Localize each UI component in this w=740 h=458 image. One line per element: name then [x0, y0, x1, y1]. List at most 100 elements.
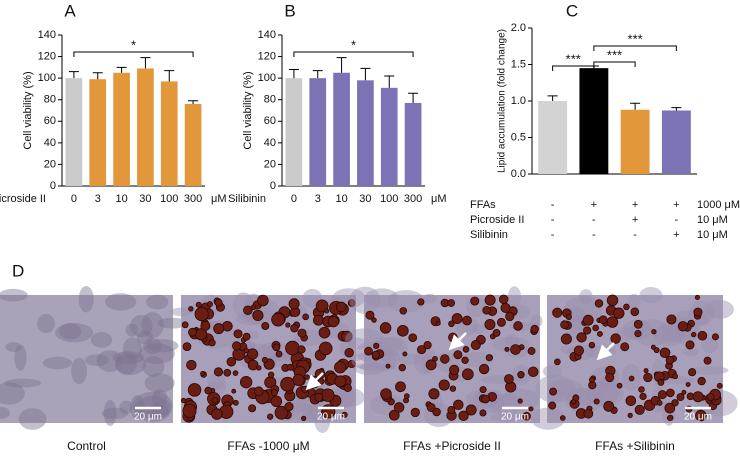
cell-texture: [560, 345, 575, 354]
scale-bar-label: 20 μm: [317, 412, 345, 423]
lipid-droplet: [188, 306, 194, 312]
x-tick-label: 0: [291, 193, 297, 205]
lipid-droplet: [462, 315, 472, 326]
significance-label: ***: [566, 51, 581, 66]
lipid-droplet: [317, 378, 325, 385]
lipid-droplet: [187, 383, 202, 397]
lipid-droplet: [275, 350, 283, 358]
lipid-droplet: [379, 322, 392, 334]
y-tick-label: 120: [38, 50, 56, 62]
cell-texture: [382, 349, 400, 368]
cell-texture: [662, 376, 695, 385]
lipid-droplet: [257, 294, 269, 307]
lipid-droplet: [284, 402, 294, 412]
lipid-droplet: [223, 368, 232, 377]
lipid-droplet: [559, 415, 566, 421]
condition-dose: 1000 μM: [697, 199, 740, 211]
cell-texture: [542, 364, 562, 378]
error-bar: [140, 57, 151, 69]
cell-texture: [146, 294, 169, 310]
lipid-droplet: [292, 373, 305, 387]
lipid-droplet: [592, 324, 599, 332]
lipid-droplet: [226, 357, 237, 367]
lipid-droplet: [706, 393, 715, 402]
lipid-droplet: [453, 399, 464, 411]
x-tick-label: 100: [380, 193, 398, 205]
significance-bracket: [593, 45, 677, 51]
lipid-droplet: [666, 314, 677, 325]
cell-texture: [141, 312, 164, 339]
bar: [538, 101, 568, 174]
lipid-droplet: [248, 404, 257, 413]
y-tick-label: 0: [50, 180, 56, 192]
lipid-droplet: [605, 373, 615, 383]
lipid-droplet: [448, 332, 458, 343]
lipid-droplet: [188, 327, 197, 337]
cell-texture: [85, 354, 109, 367]
condition-sign: -: [551, 229, 555, 241]
lipid-droplet: [643, 372, 653, 383]
lipid-droplet: [677, 321, 689, 332]
panel-label: C: [566, 1, 578, 20]
bar: [89, 79, 107, 186]
lipid-droplet: [247, 359, 259, 371]
lipid-droplet: [371, 350, 380, 360]
lipid-droplet: [239, 376, 253, 389]
significance-label: ***: [607, 47, 622, 62]
lipid-droplet: [247, 348, 259, 360]
x-tick-label: 10: [335, 193, 347, 205]
y-tick-label: 80: [44, 94, 56, 106]
x-tick-label: 300: [404, 193, 422, 205]
y-tick-label: 100: [258, 72, 276, 84]
lipid-droplet: [200, 371, 206, 376]
lipid-droplet: [195, 301, 202, 308]
lipid-droplet: [204, 386, 212, 395]
lipid-droplet: [633, 319, 643, 329]
lipid-droplet: [634, 330, 642, 338]
lipid-droplet: [304, 374, 310, 380]
cell-texture: [0, 406, 11, 419]
lipid-droplet: [432, 355, 438, 362]
lipid-droplet: [261, 356, 268, 364]
lipid-droplet: [657, 379, 665, 386]
lipid-droplet: [573, 345, 585, 356]
lipid-droplet: [232, 370, 239, 376]
lipid-droplet: [588, 341, 596, 349]
lipid-droplet: [327, 316, 340, 328]
cell-texture: [490, 413, 527, 423]
cell-texture: [570, 315, 587, 331]
lipid-droplet: [492, 329, 501, 337]
arrow: [596, 342, 615, 361]
lipid-droplet: [594, 299, 604, 308]
lipid-droplet: [560, 320, 570, 330]
lipid-droplet: [280, 376, 295, 392]
lipid-droplet: [620, 342, 630, 352]
cell-texture: [334, 387, 365, 408]
lipid-droplet: [449, 385, 457, 392]
cell-texture: [122, 337, 142, 360]
lipid-droplet: [301, 415, 307, 422]
lipid-droplet: [650, 344, 656, 350]
lipid-droplet: [623, 303, 630, 311]
lipid-droplet: [435, 320, 441, 326]
lipid-droplet: [403, 393, 410, 399]
lipid-droplet: [334, 375, 347, 388]
lipid-droplet: [598, 315, 608, 325]
condition-dose: 10 μM: [697, 214, 728, 226]
x-tick-label: 3: [315, 193, 321, 205]
lipid-droplet: [440, 354, 450, 364]
y-tick-label: 0.5: [511, 131, 526, 143]
condition-sign: -: [633, 229, 637, 241]
cell-texture: [256, 342, 293, 362]
cell-texture: [55, 323, 94, 343]
cell-texture: [157, 317, 188, 329]
significance-label: ***: [628, 31, 643, 46]
lipid-droplet: [388, 409, 400, 421]
cell-texture: [138, 343, 175, 364]
cell-texture: [101, 407, 129, 419]
lipid-droplet: [301, 385, 309, 394]
condition-dose: 10 μM: [697, 229, 728, 241]
x-prefix: Silibinin: [228, 193, 266, 205]
x-unit: μM: [211, 193, 227, 205]
bar: [661, 110, 691, 174]
